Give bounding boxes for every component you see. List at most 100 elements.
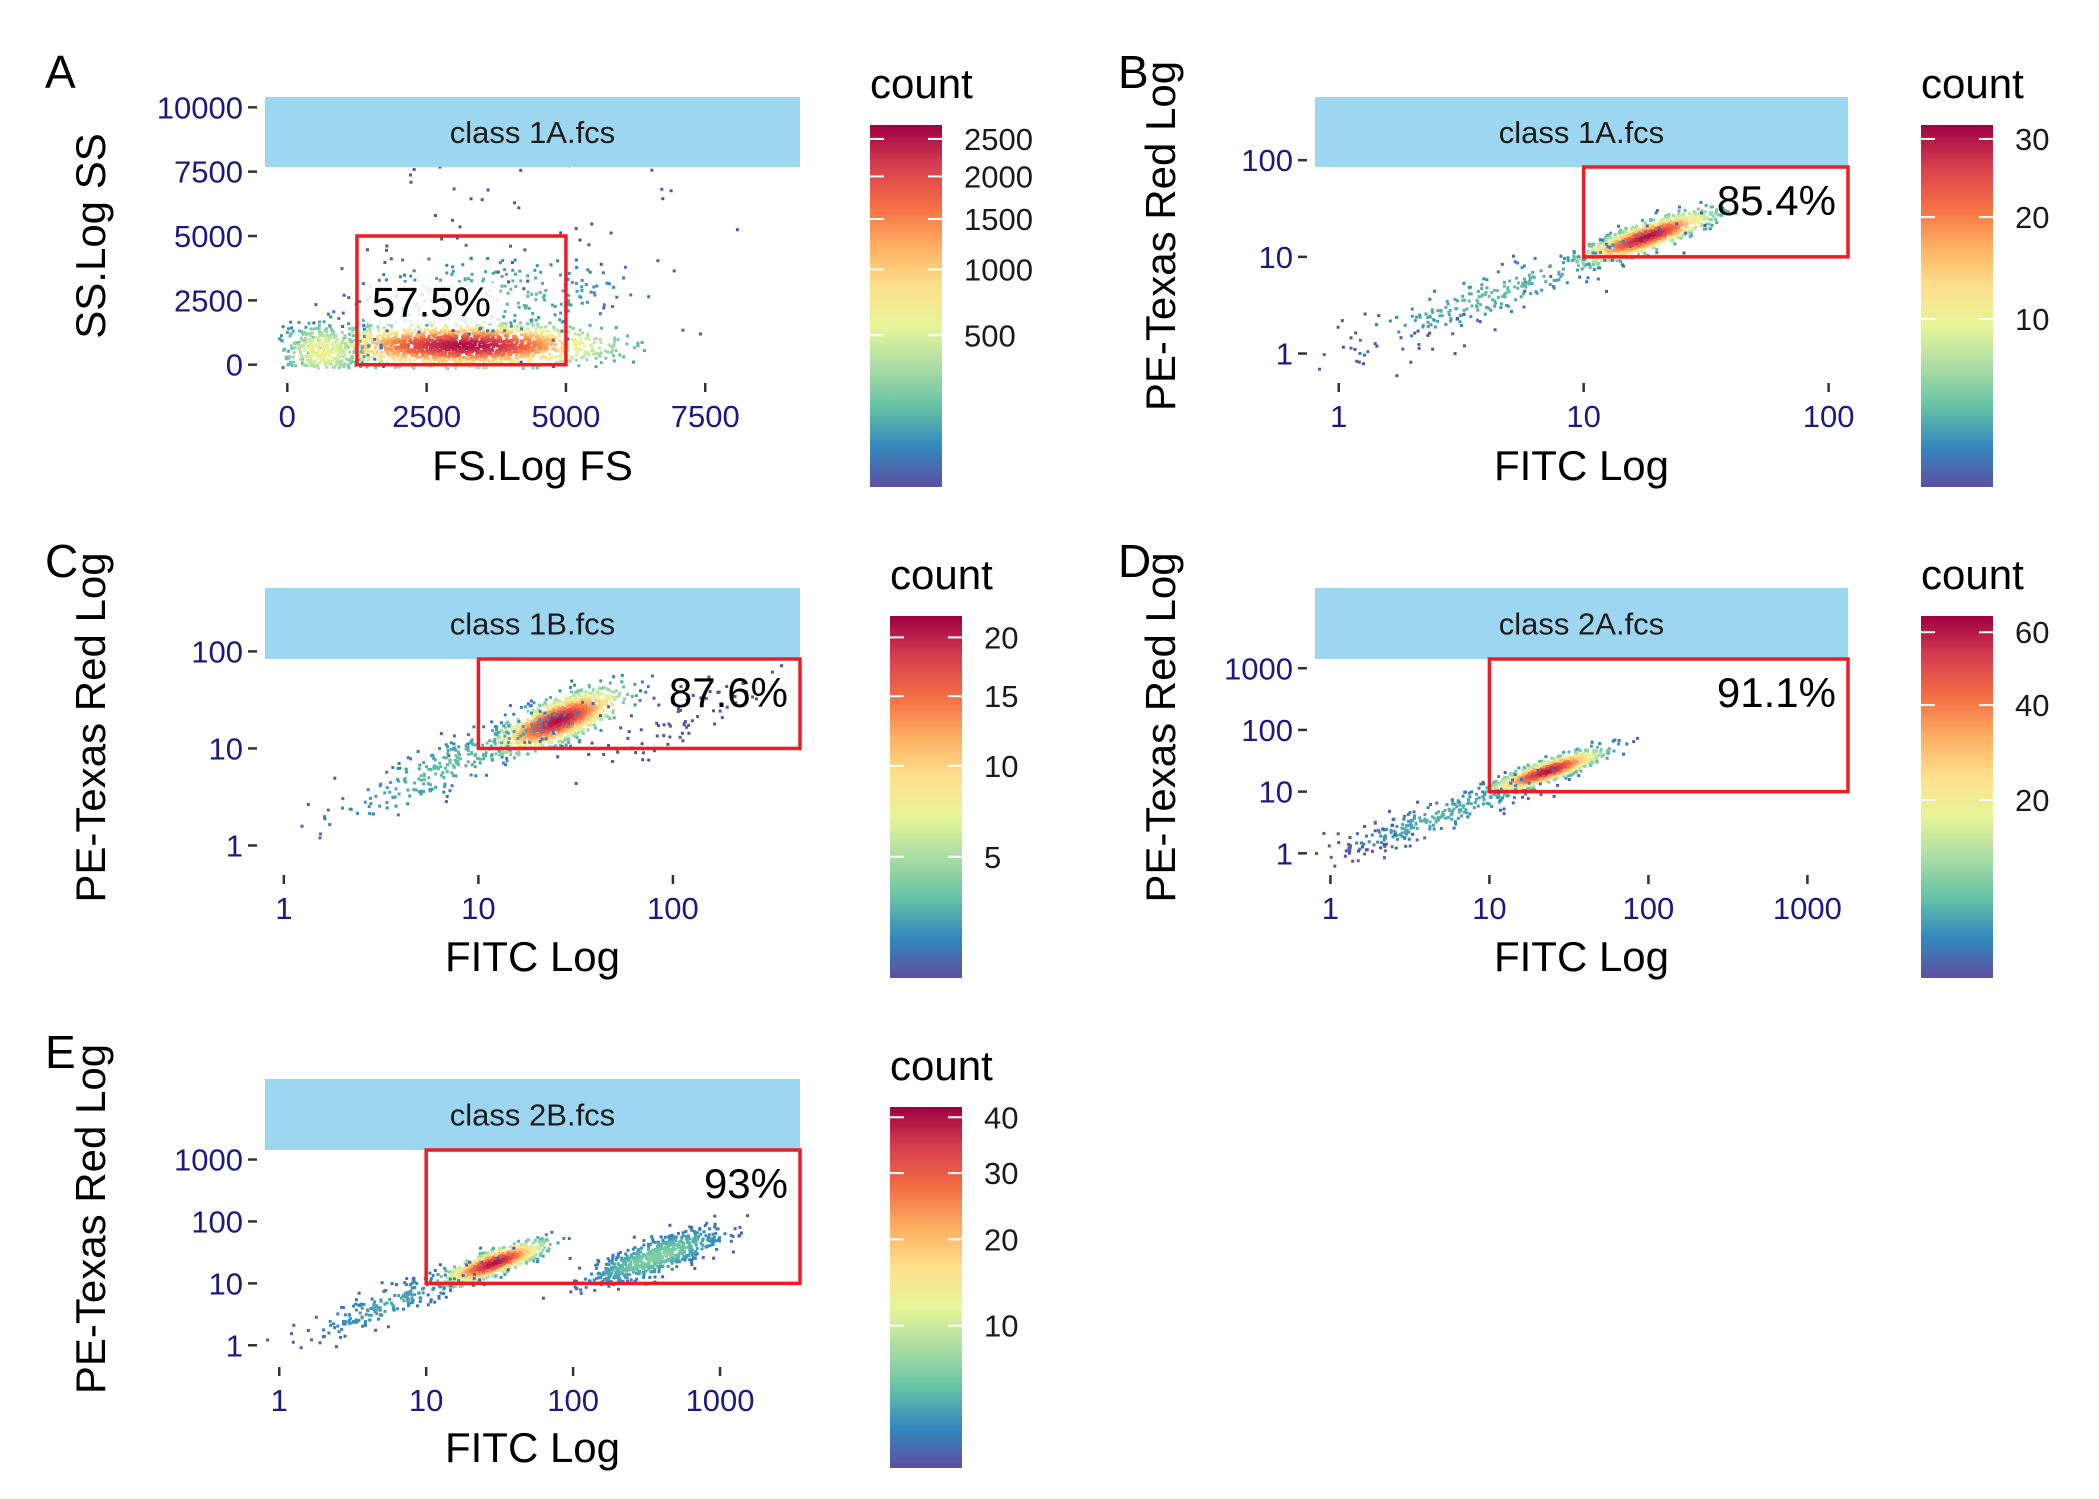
legend-tick-label: 20: [2015, 200, 2049, 235]
y-axis-title: PE-Texas Red Log: [1137, 61, 1184, 411]
y-tick-label: 1000: [1224, 651, 1293, 686]
x-tick-label: 10: [409, 1383, 443, 1418]
y-axis-title: PE-Texas Red Log: [67, 552, 114, 902]
gate-percentage-label: 93%: [704, 1160, 788, 1207]
x-tick-label: 1000: [686, 1383, 755, 1418]
x-tick-label: 1: [1322, 891, 1339, 926]
strip-title: class 1B.fcs: [450, 607, 615, 642]
x-tick-label: 100: [1803, 399, 1855, 434]
y-tick-label: 100: [1241, 143, 1293, 178]
x-tick-label: 1: [275, 891, 292, 926]
y-tick-label: 0: [226, 348, 243, 383]
strip-header: [265, 588, 800, 659]
strip-header: [1315, 588, 1848, 659]
legend-tick-label: 5: [984, 840, 1001, 875]
legend-colorbar: [1921, 125, 1993, 487]
y-axis-title: SS.Log SS: [67, 133, 114, 338]
gate-percentage-label: 85.4%: [1717, 177, 1836, 224]
y-tick-label: 2500: [174, 283, 243, 318]
panel-letter: E: [45, 1026, 76, 1078]
x-axis-title: FITC Log: [1494, 442, 1669, 489]
x-tick-label: 10: [1566, 399, 1600, 434]
panel-letter: D: [1118, 535, 1151, 587]
gate-percentage-label: 87.6%: [669, 669, 788, 716]
legend-tick-label: 10: [984, 749, 1018, 784]
gate-percentage-label: 57.5%: [372, 278, 491, 325]
panel-letter: C: [45, 535, 78, 587]
gate-label-background: [363, 282, 500, 325]
y-tick-label: 10: [209, 1266, 243, 1301]
legend-tick-label: 1500: [964, 202, 1033, 237]
legend-title: count: [1921, 60, 2024, 107]
gate-percentage-label: 91.1%: [1717, 669, 1836, 716]
event-points: [266, 1214, 749, 1350]
legend-tick-label: 60: [2015, 615, 2049, 650]
event-points: [1315, 736, 1640, 868]
strip-header: [265, 1079, 800, 1150]
legend-title: count: [870, 60, 973, 107]
count-legend: count 10 20 30: [1921, 60, 2049, 487]
y-tick-label: 1: [1276, 337, 1293, 372]
x-tick-label: 1: [1330, 399, 1347, 434]
x-tick-label: 5000: [531, 399, 600, 434]
y-tick-label: 100: [191, 1204, 243, 1239]
x-tick-label: 1000: [1773, 891, 1842, 926]
x-axis-title: FITC Log: [445, 933, 620, 980]
panel-letter: B: [1118, 46, 1149, 98]
legend-tick-label: 2500: [964, 122, 1033, 157]
x-tick-label: 0: [279, 399, 296, 434]
gate-rectangle: [1487, 657, 1850, 794]
x-tick-label: 7500: [671, 399, 740, 434]
y-tick-label: 5000: [174, 219, 243, 254]
strip-header: [265, 97, 800, 167]
event-points: [1318, 200, 1738, 378]
legend-colorbar: [890, 1107, 962, 1468]
y-tick-label: 10: [1259, 775, 1293, 810]
legend-colorbar: [890, 616, 962, 978]
legend-tick-label: 20: [984, 1222, 1018, 1257]
legend-tick-label: 1000: [964, 252, 1033, 287]
y-tick-label: 1: [226, 1328, 243, 1363]
x-tick-label: 100: [547, 1383, 599, 1418]
y-tick-label: 7500: [174, 155, 243, 190]
y-tick-label: 10000: [157, 90, 243, 125]
x-tick-label: 10: [461, 891, 495, 926]
x-axis-title: FITC Log: [1494, 933, 1669, 980]
count-legend: count 10 20 30 40: [890, 1042, 1018, 1468]
legend-title: count: [890, 551, 993, 598]
gate-rectangle: [476, 657, 802, 751]
x-axis-title: FITC Log: [445, 1424, 620, 1471]
x-axis-title: FS.Log FS: [432, 442, 633, 489]
legend-tick-label: 15: [984, 679, 1018, 714]
x-tick-label: 100: [647, 891, 699, 926]
y-tick-label: 10: [1259, 240, 1293, 275]
event-points: [300, 664, 784, 840]
strip-title: class 1A.fcs: [450, 115, 615, 150]
legend-colorbar: [870, 125, 942, 487]
x-tick-label: 1: [271, 1383, 288, 1418]
strip-title: class 1A.fcs: [1499, 115, 1664, 150]
y-tick-label: 100: [191, 634, 243, 669]
legend-tick-label: 10: [2015, 302, 2049, 337]
x-tick-label: 2500: [392, 399, 461, 434]
legend-tick-label: 2000: [964, 159, 1033, 194]
legend-tick-label: 40: [2015, 688, 2049, 723]
y-tick-label: 1: [1276, 836, 1293, 871]
panel-letter: A: [45, 46, 76, 98]
legend-tick-label: 40: [984, 1100, 1018, 1135]
y-tick-label: 1000: [174, 1143, 243, 1178]
legend-colorbar: [1921, 616, 1993, 978]
legend-tick-label: 30: [2015, 122, 2049, 157]
y-tick-label: 100: [1241, 713, 1293, 748]
legend-tick-label: 10: [984, 1309, 1018, 1344]
legend-tick-label: 30: [984, 1156, 1018, 1191]
y-tick-label: 10: [209, 731, 243, 766]
x-tick-label: 10: [1472, 891, 1506, 926]
